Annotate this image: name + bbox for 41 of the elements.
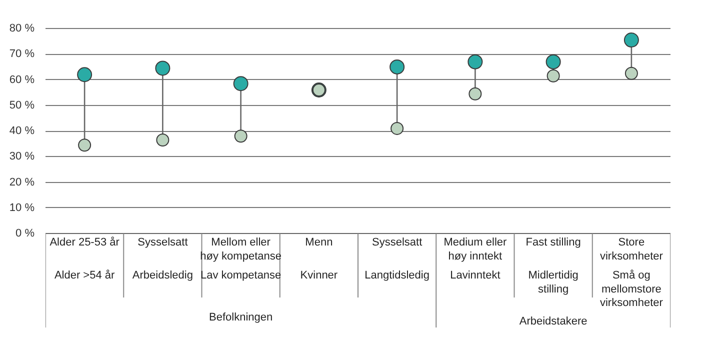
point (468, 54, 483, 70)
text: Kvinner (300, 270, 338, 282)
point (390, 122, 404, 135)
y-tick-label: 10 % (9, 202, 35, 214)
x-tick-label: Alder 25-53 år (50, 236, 120, 248)
x-tick-label: Mellom eller høy kompetanse (200, 236, 282, 262)
text: Arbeidstakere (519, 316, 588, 328)
point (546, 69, 560, 82)
point (78, 138, 92, 152)
x-tick-label: Store virksomheter (600, 236, 664, 262)
text: Befolkningen (209, 312, 273, 324)
point (390, 59, 405, 74)
x-tick-label: Medium eller høy inntekt (444, 236, 508, 262)
point (77, 67, 92, 82)
x-tick-label: Fast stilling (526, 236, 581, 248)
point (156, 133, 170, 146)
y-tick-label: 70 % (9, 48, 35, 60)
y-tick-label: 20 % (9, 176, 35, 188)
text: Små og mellomstore virksomheter (600, 270, 664, 310)
text: Langtidsledig (364, 270, 430, 282)
y-tick-label: 80 % (9, 22, 35, 34)
y-tick-label: 0 % (16, 228, 35, 240)
point (624, 66, 638, 80)
point (546, 54, 561, 70)
y-tick-label: 50 % (9, 99, 35, 112)
x-tick-label: Menn (305, 236, 333, 248)
y-tick-label: 30 % (9, 150, 35, 163)
point (233, 76, 248, 92)
text: Lav kompetanse (200, 270, 282, 282)
text: Midlertidig stilling (528, 270, 578, 296)
y-tick-label: 60 % (9, 74, 35, 86)
point (155, 60, 170, 76)
x-tick-label: Sysselsatt (372, 236, 422, 248)
point (624, 32, 639, 48)
y-tick-label: 40 % (9, 125, 35, 137)
point (234, 130, 248, 143)
point (468, 87, 482, 100)
text: Alder >54 år (54, 270, 116, 282)
text: Arbeidsledig (132, 270, 193, 282)
x-tick-label: Sysselsatt (138, 236, 188, 248)
text: Lavinntekt (450, 270, 500, 282)
